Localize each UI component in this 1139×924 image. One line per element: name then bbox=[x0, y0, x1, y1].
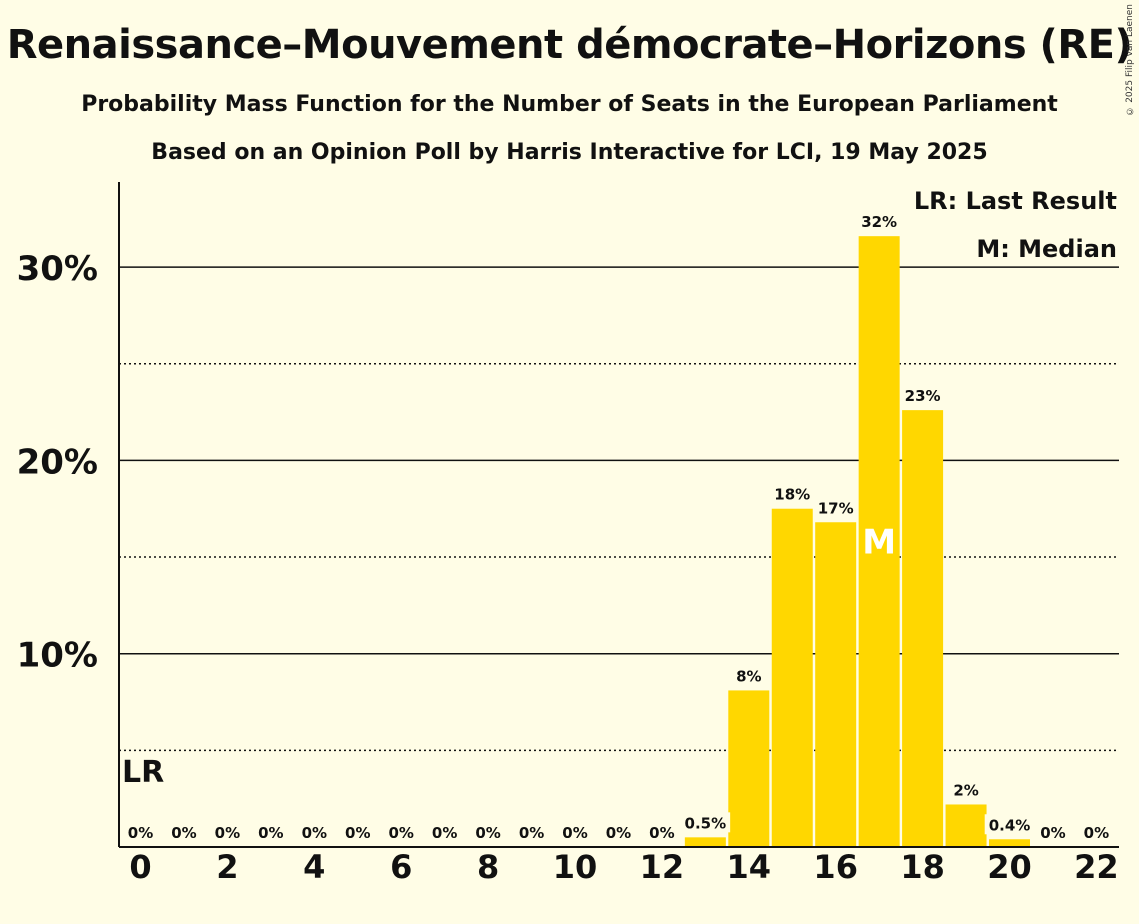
chart-subtitle: Probability Mass Function for the Number… bbox=[81, 92, 1058, 117]
data-label: 0% bbox=[649, 824, 674, 842]
chart-title: Renaissance–Mouvement démocrate–Horizons… bbox=[6, 22, 1133, 68]
data-label-background bbox=[900, 385, 945, 406]
data-label-background bbox=[984, 814, 1035, 835]
bar bbox=[858, 236, 900, 847]
x-tick-label: 8 bbox=[477, 848, 499, 886]
data-label: 0% bbox=[519, 824, 544, 842]
data-label: 8% bbox=[736, 667, 761, 685]
data-label-background bbox=[770, 483, 815, 504]
y-tick-label: 20% bbox=[17, 442, 98, 482]
x-tick-label: 2 bbox=[216, 848, 238, 886]
last-result-marker: LR bbox=[122, 755, 164, 790]
bar bbox=[945, 804, 987, 847]
data-label: 0% bbox=[388, 824, 413, 842]
data-label-background bbox=[514, 822, 549, 842]
data-label: 0% bbox=[1084, 824, 1109, 842]
bar bbox=[684, 837, 726, 847]
data-label-background bbox=[1036, 822, 1070, 842]
data-label-background bbox=[645, 822, 679, 842]
data-label-background bbox=[254, 822, 288, 842]
bars-group bbox=[684, 236, 1030, 847]
data-label: 0% bbox=[128, 824, 153, 842]
bar bbox=[902, 410, 944, 847]
data-label: 0% bbox=[258, 824, 283, 842]
y-tick-label: 30% bbox=[17, 249, 98, 289]
data-label-background bbox=[471, 822, 505, 842]
data-label: 0% bbox=[215, 824, 240, 842]
grid-lines bbox=[119, 266, 1119, 752]
data-label-background bbox=[384, 822, 418, 842]
data-label-background bbox=[123, 822, 158, 842]
y-tick-label: 10% bbox=[17, 636, 98, 676]
x-tick-label: 20 bbox=[987, 848, 1032, 886]
data-label: 23% bbox=[905, 387, 941, 405]
data-label-background bbox=[167, 822, 201, 842]
data-label-background bbox=[427, 822, 462, 842]
legend-median: M: Median bbox=[976, 235, 1117, 263]
x-tick-label: 4 bbox=[303, 848, 325, 886]
data-label: 2% bbox=[953, 781, 978, 799]
data-label: 18% bbox=[774, 486, 810, 504]
data-label: 0.4% bbox=[989, 816, 1031, 834]
data-label-background bbox=[210, 822, 245, 842]
data-label-background bbox=[680, 812, 731, 833]
data-label: 32% bbox=[861, 213, 897, 231]
data-label: 0% bbox=[562, 824, 587, 842]
legend-background bbox=[907, 185, 1119, 215]
chart-subtitle-source: Based on an Opinion Poll by Harris Inter… bbox=[151, 140, 988, 165]
x-tick-label: 6 bbox=[390, 848, 412, 886]
legend-background bbox=[970, 233, 1119, 263]
data-label-background bbox=[732, 665, 766, 686]
data-label-background bbox=[297, 822, 332, 842]
data-label-background bbox=[949, 779, 983, 800]
bar bbox=[815, 522, 857, 847]
bar bbox=[728, 690, 770, 847]
data-label: 0% bbox=[345, 824, 370, 842]
data-label-background bbox=[601, 822, 636, 842]
data-label: 0% bbox=[432, 824, 457, 842]
data-label-background bbox=[857, 211, 902, 232]
data-label-background bbox=[558, 822, 592, 842]
axes-group: 10% 20% 30% 0 2 4 6 8 10 12 14 16 18 20 22 bbox=[17, 182, 1119, 886]
x-tick-label: 14 bbox=[727, 848, 772, 886]
x-tick-label: 16 bbox=[813, 848, 858, 886]
data-label-background bbox=[813, 497, 858, 518]
data-labels-group: 0% 0% 0% 0% 0% 0% 0% 0% 0% 0% 0% 0% 0% 0.5% 8% 18% 17% 32… bbox=[122, 211, 1114, 842]
data-label: 0% bbox=[475, 824, 500, 842]
data-label-background bbox=[1079, 822, 1114, 842]
bar bbox=[989, 839, 1030, 847]
data-label: 0.5% bbox=[685, 814, 727, 832]
x-tick-label: 10 bbox=[553, 848, 598, 886]
x-tick-label: 0 bbox=[129, 848, 151, 886]
data-label: 0% bbox=[302, 824, 327, 842]
bar bbox=[771, 508, 813, 847]
median-marker: M bbox=[862, 523, 896, 563]
data-label-background bbox=[341, 822, 375, 842]
data-label: 17% bbox=[818, 499, 854, 517]
x-tick-label: 18 bbox=[900, 848, 945, 886]
data-label: 0% bbox=[171, 824, 196, 842]
data-label: 0% bbox=[1040, 824, 1065, 842]
x-tick-label: 22 bbox=[1074, 848, 1119, 886]
legend-last-result: LR: Last Result bbox=[914, 187, 1117, 215]
data-label: 0% bbox=[606, 824, 631, 842]
x-tick-label: 12 bbox=[640, 848, 685, 886]
